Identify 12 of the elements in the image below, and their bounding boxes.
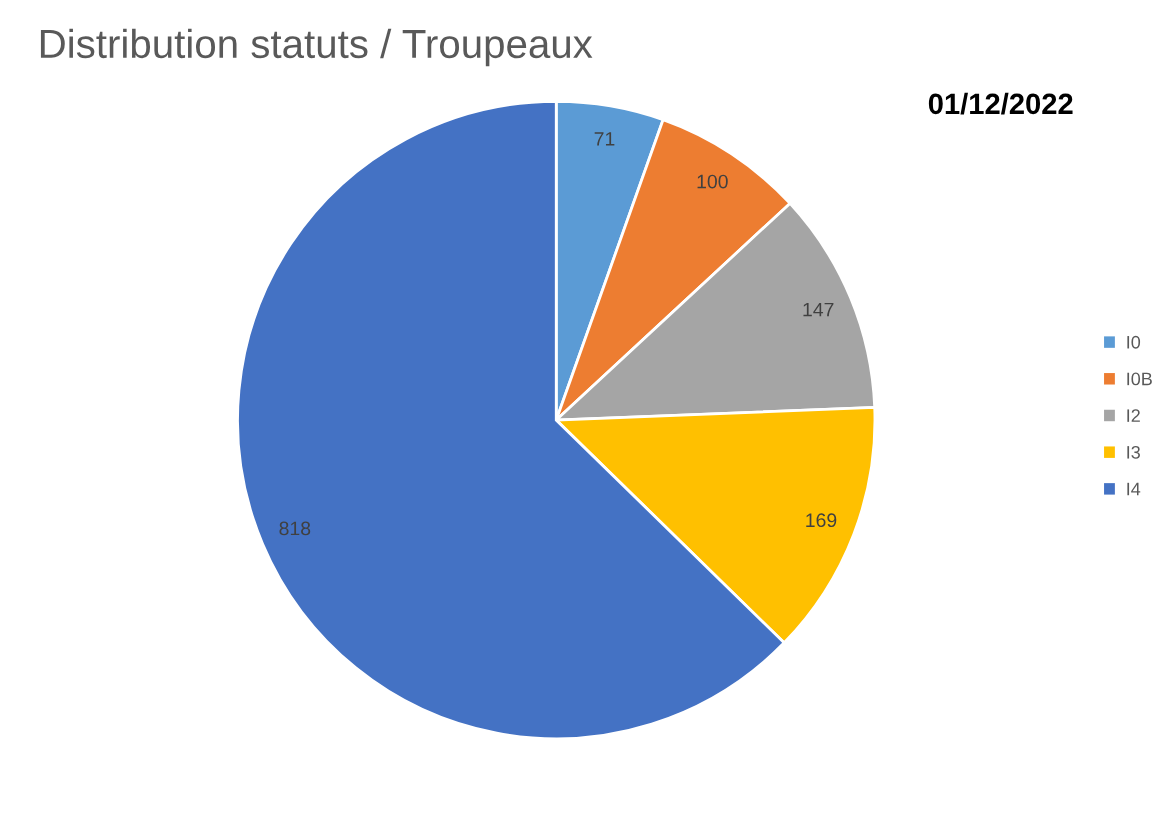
legend-label: I4 xyxy=(1127,482,1141,496)
data-label: 818 xyxy=(279,521,311,536)
data-label: 169 xyxy=(806,513,837,528)
legend-label: I3 xyxy=(1127,445,1140,459)
chart-title: Distribution statuts / Troupeaux xyxy=(40,28,593,67)
legend-label: I0 xyxy=(1127,335,1141,349)
data-label: 147 xyxy=(803,302,834,317)
data-label: 100 xyxy=(697,174,728,189)
legend-label: I0B xyxy=(1127,372,1152,386)
text: 01/12/2022 xyxy=(928,92,1073,115)
legend-label: I2 xyxy=(1127,409,1140,422)
data-label: 71 xyxy=(594,132,615,146)
